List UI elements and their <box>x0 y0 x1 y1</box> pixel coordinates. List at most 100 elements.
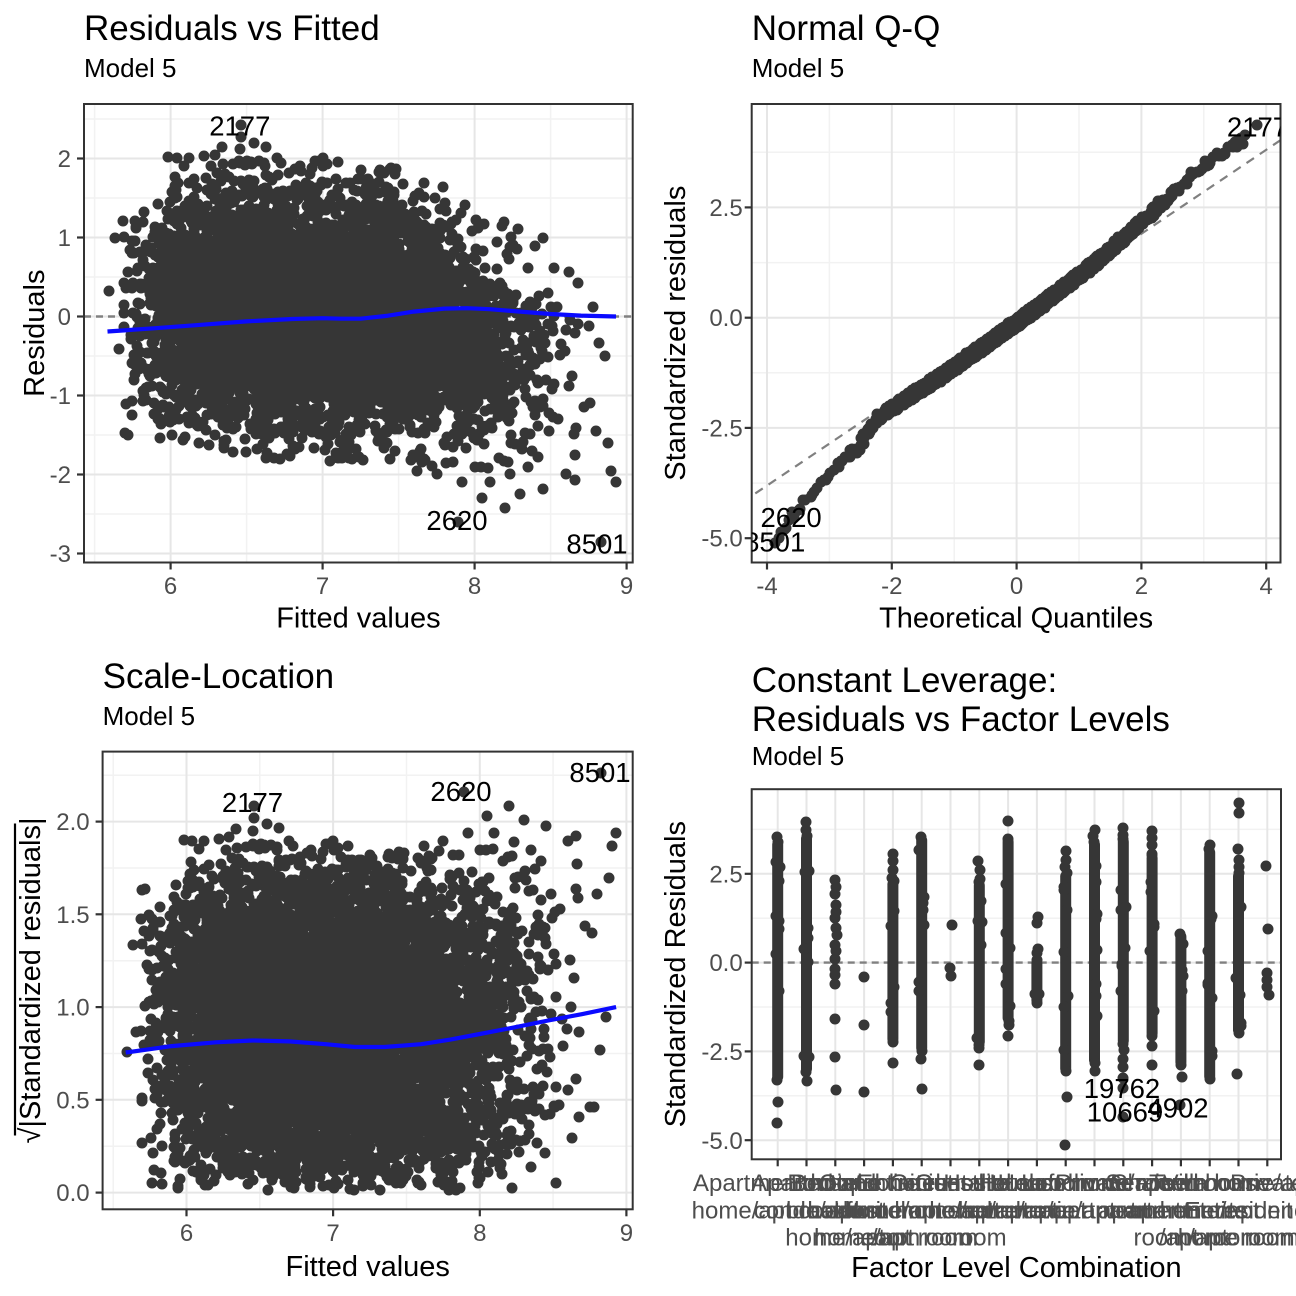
svg-text:home/apt: home/apt <box>814 1225 914 1252</box>
svg-text:√|Standardized residuals|: √|Standardized residuals| <box>15 818 47 1144</box>
svg-text:2177: 2177 <box>209 111 270 142</box>
svg-text:9: 9 <box>620 1220 633 1247</box>
svg-text:Normal Q-Q: Normal Q-Q <box>752 9 941 48</box>
svg-text:home/apt: home/apt <box>1016 1198 1116 1225</box>
svg-text:Hotel room: Hotel room <box>978 1170 1095 1197</box>
svg-text:0.0: 0.0 <box>709 305 742 332</box>
svg-text:apartment: apartment <box>1098 1198 1206 1225</box>
svg-text:condo/apt: condo/apt <box>754 1198 860 1225</box>
svg-text:Guesthouse: Guesthouse <box>915 1170 1044 1197</box>
svg-text:8: 8 <box>468 573 481 600</box>
svg-text:Model 5: Model 5 <box>752 53 845 83</box>
svg-text:home/apt: home/apt <box>929 1198 1029 1225</box>
svg-text:Scale-Location: Scale-Location <box>103 657 335 696</box>
svg-text:Villa home/apt: Villa home/apt <box>1163 1170 1296 1197</box>
svg-text:room: room <box>1240 1225 1295 1252</box>
svg-text:4902: 4902 <box>1147 1093 1208 1124</box>
svg-text:19762: 19762 <box>1084 1073 1160 1104</box>
svg-text:Entire rental: Entire rental <box>857 1170 986 1197</box>
svg-text:Condominium: Condominium <box>819 1170 967 1197</box>
svg-text:Standardized residuals: Standardized residuals <box>660 186 692 481</box>
svg-text:Private room: Private room <box>1055 1170 1191 1197</box>
svg-text:/apt room: /apt room <box>871 1225 972 1252</box>
svg-text:6: 6 <box>164 573 177 600</box>
svg-text:2620: 2620 <box>430 776 491 807</box>
svg-text:in apartment: in apartment <box>1057 1198 1191 1225</box>
svg-text:home/apt: home/apt <box>958 1198 1058 1225</box>
svg-text:2.0: 2.0 <box>56 809 89 836</box>
svg-text:1.0: 1.0 <box>56 995 89 1022</box>
svg-text:House home: House home <box>998 1170 1134 1197</box>
svg-text:-2: -2 <box>881 573 902 600</box>
svg-text:apartment: apartment <box>1040 1198 1148 1225</box>
svg-text:Constant Leverage:: Constant Leverage: <box>752 661 1057 700</box>
svg-text:home/apt condo: home/apt condo <box>692 1198 864 1225</box>
svg-text:Apartment: Apartment <box>751 1170 862 1197</box>
svg-text:Shared room: Shared room <box>1112 1170 1251 1197</box>
svg-text:2620: 2620 <box>761 502 822 533</box>
svg-text:1.5: 1.5 <box>56 902 89 929</box>
svg-text:2.5: 2.5 <box>709 195 742 222</box>
svg-text:0.0: 0.0 <box>709 950 742 977</box>
svg-text:Fitted values: Fitted values <box>285 1251 449 1283</box>
svg-text:8501: 8501 <box>569 757 630 788</box>
svg-text:room/apt: room/apt <box>1134 1225 1229 1252</box>
svg-text:Standardized Residuals: Standardized Residuals <box>660 821 692 1127</box>
svg-text:home/apt: home/apt <box>843 1198 943 1225</box>
svg-text:Model 5: Model 5 <box>84 53 177 83</box>
svg-text:home/apt: home/apt <box>1160 1198 1260 1225</box>
svg-text:Model 5: Model 5 <box>103 701 196 731</box>
svg-text:apartment: apartment <box>1127 1198 1235 1225</box>
svg-text:Guest suite: Guest suite <box>890 1170 1011 1197</box>
svg-text:hotel room: hotel room <box>807 1198 920 1225</box>
svg-text:Model 5: Model 5 <box>752 741 845 771</box>
svg-text:room: room <box>952 1225 1007 1252</box>
svg-text:home/apt: home/apt <box>987 1198 1087 1225</box>
svg-text:residence: residence <box>1215 1198 1296 1225</box>
svg-text:2.5: 2.5 <box>709 861 742 888</box>
svg-text:0.0: 0.0 <box>56 1180 89 1207</box>
svg-text:Hostel room: Hostel room <box>943 1170 1072 1197</box>
svg-text:Bed and: Bed and <box>791 1170 880 1197</box>
svg-text:8501: 8501 <box>744 527 805 558</box>
svg-text:-3: -3 <box>50 541 71 568</box>
svg-text:room: room <box>866 1225 921 1252</box>
svg-text:-5.0: -5.0 <box>701 1128 742 1155</box>
svg-text:2177: 2177 <box>1227 112 1288 143</box>
svg-text:0: 0 <box>58 304 71 331</box>
svg-text:Fitted values: Fitted values <box>276 603 440 635</box>
svg-text:7: 7 <box>316 573 329 600</box>
svg-text:7: 7 <box>326 1220 339 1247</box>
svg-text:home/apt: home/apt <box>785 1225 885 1252</box>
svg-text:-2.5: -2.5 <box>701 415 742 442</box>
svg-text:Factor Level Combination: Factor Level Combination <box>851 1252 1181 1284</box>
svg-text:Residuals vs Fitted: Residuals vs Fitted <box>84 9 380 48</box>
svg-text:-1: -1 <box>50 383 71 410</box>
svg-text:home/apt: home/apt <box>900 1198 1000 1225</box>
svg-text:6: 6 <box>180 1220 193 1247</box>
svg-text:Apartment hotel: Apartment hotel <box>693 1170 862 1197</box>
svg-text:4: 4 <box>1260 573 1273 600</box>
svg-text:Loft home/apt: Loft home/apt <box>1021 1170 1168 1197</box>
svg-text:0: 0 <box>1010 573 1023 600</box>
svg-text:-4: -4 <box>756 573 777 600</box>
svg-text:-2.5: -2.5 <box>701 1039 742 1066</box>
svg-text:breakfast: breakfast <box>786 1198 885 1225</box>
svg-text:Residuals: Residuals <box>19 270 51 397</box>
svg-text:Serviced: Serviced <box>1105 1170 1198 1197</box>
svg-text:Theoretical Quantiles: Theoretical Quantiles <box>879 603 1153 635</box>
svg-text:9: 9 <box>620 573 633 600</box>
svg-text:Townhouse: Townhouse <box>1149 1170 1270 1197</box>
svg-text:8: 8 <box>473 1220 486 1247</box>
svg-text:2: 2 <box>1135 573 1148 600</box>
svg-text:2620: 2620 <box>426 505 487 536</box>
svg-text:10669: 10669 <box>1087 1097 1163 1128</box>
svg-text:/apt room: /apt room <box>1159 1225 1260 1252</box>
svg-text:room: room <box>923 1225 978 1252</box>
svg-text:Private: Private <box>1230 1170 1296 1197</box>
svg-text:-2: -2 <box>50 462 71 489</box>
svg-text:2177: 2177 <box>222 787 283 818</box>
svg-text:Entire unit: Entire unit <box>1184 1198 1292 1225</box>
svg-text:1: 1 <box>58 225 71 252</box>
svg-text:8501: 8501 <box>566 529 627 560</box>
